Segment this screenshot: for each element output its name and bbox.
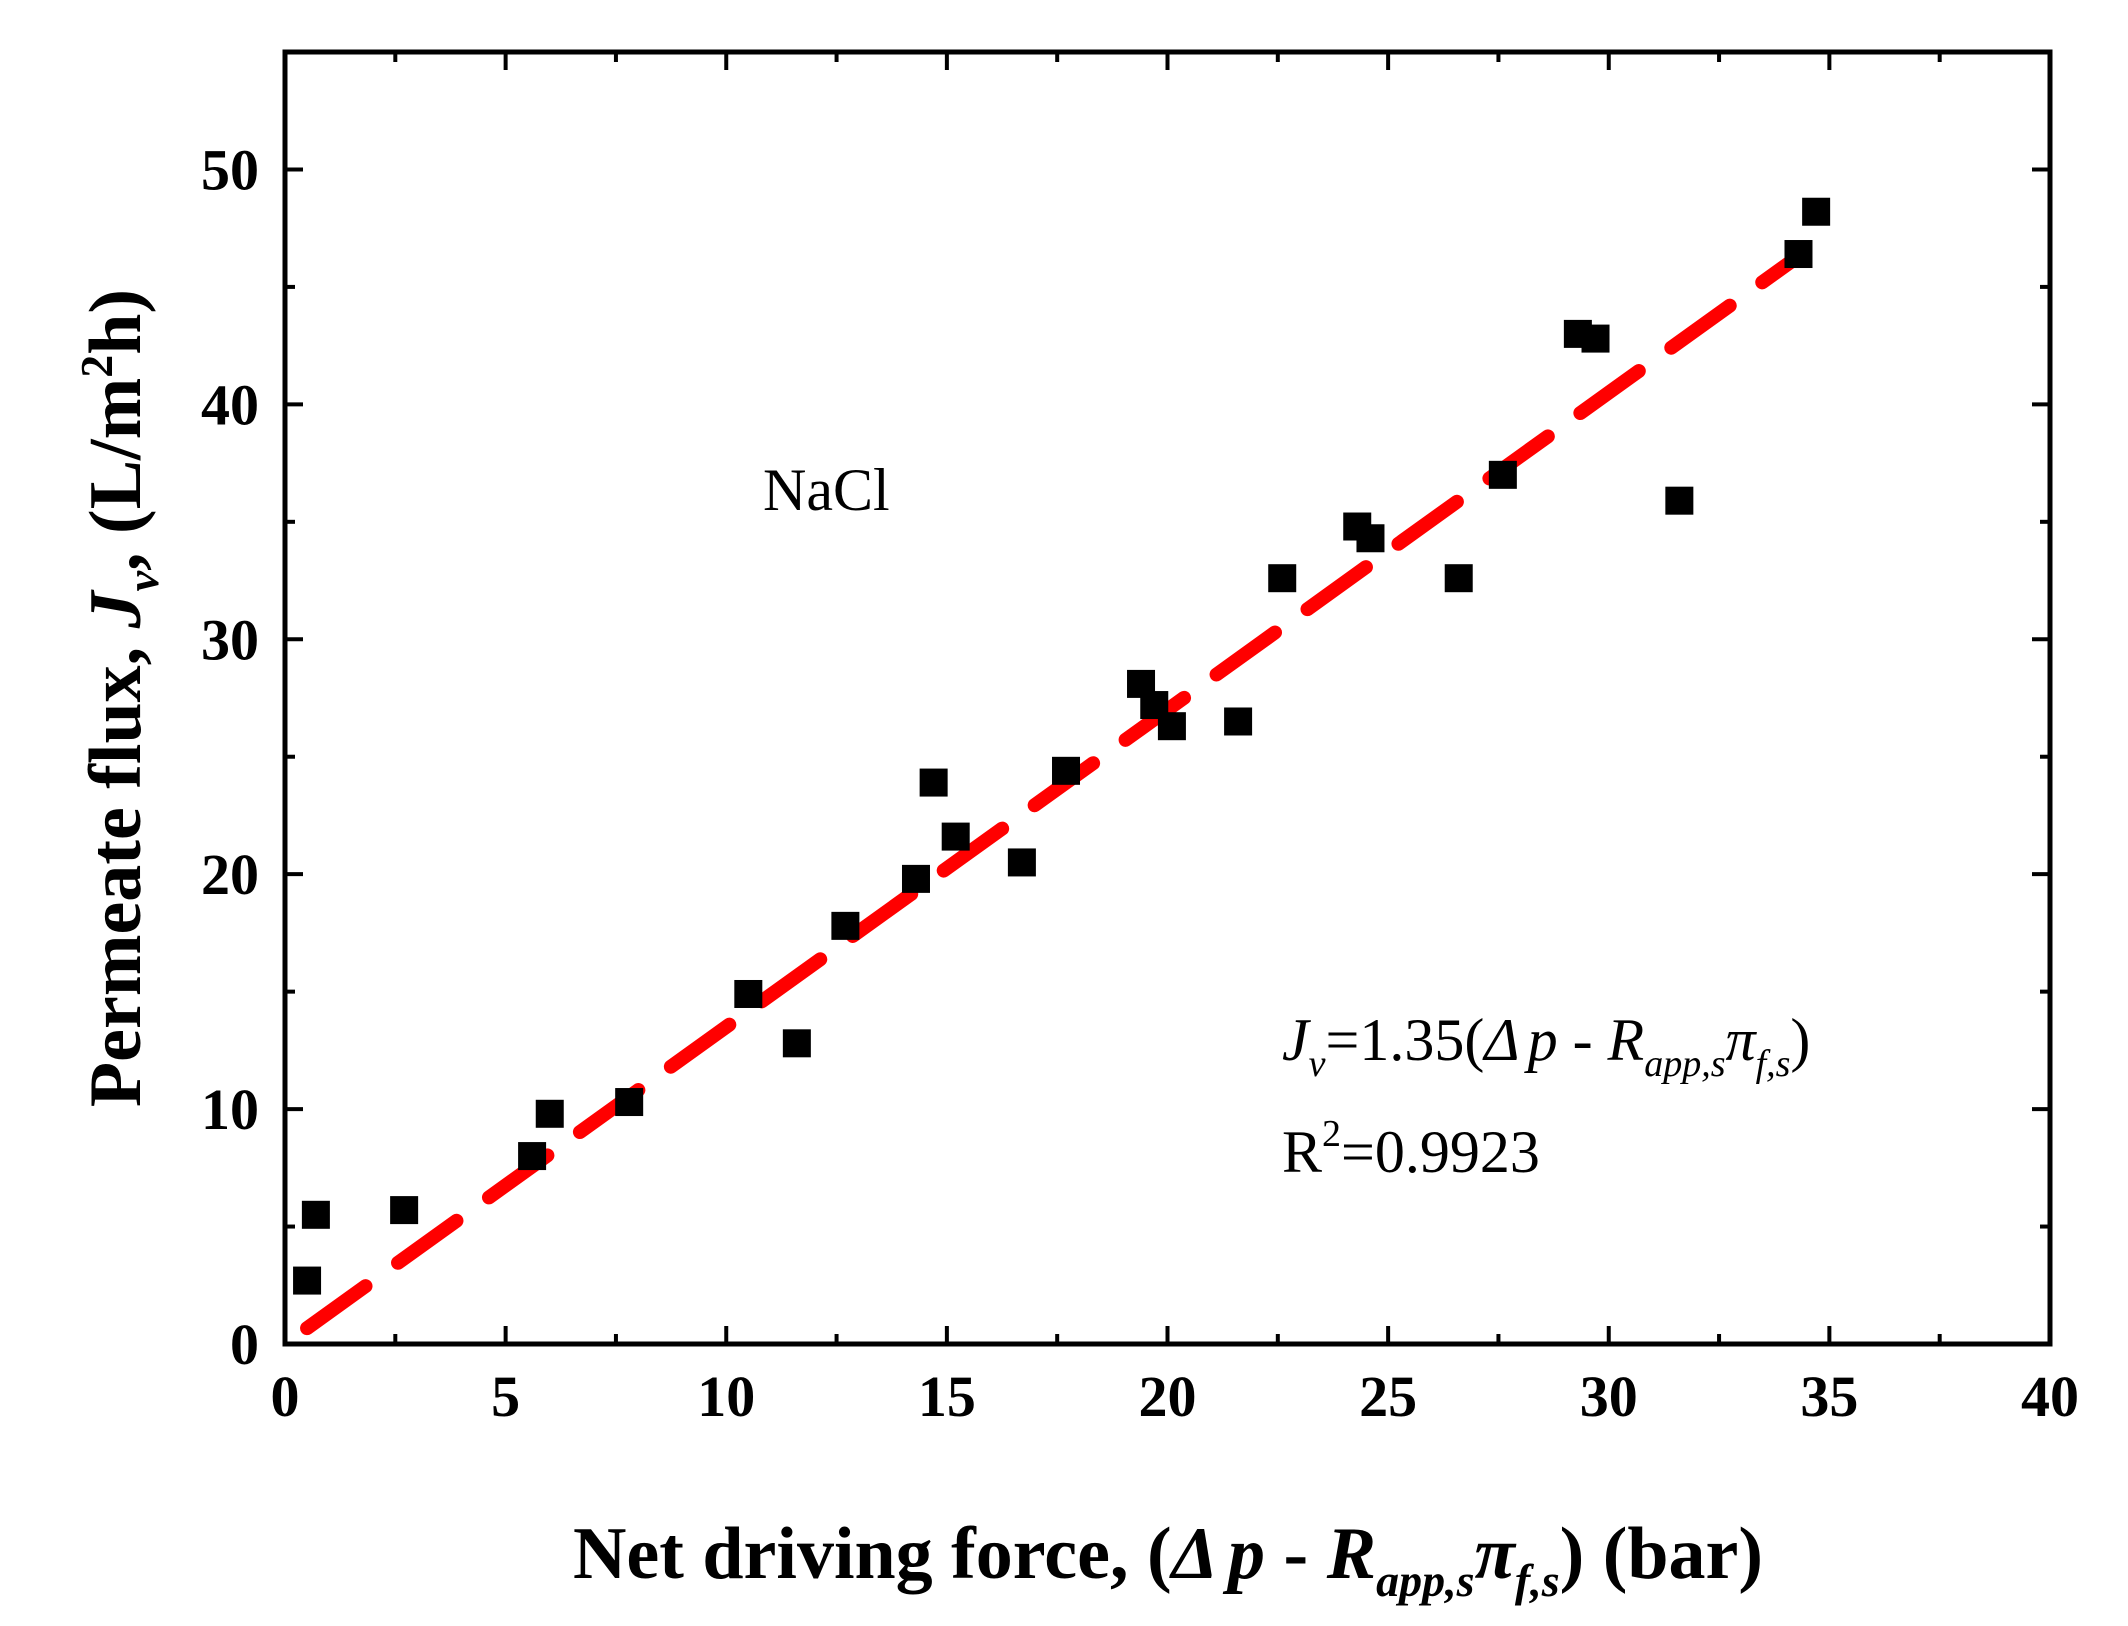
- y-tick-label: 50: [201, 137, 259, 202]
- y-tick-label: 40: [201, 372, 259, 437]
- data-point: [390, 1196, 419, 1225]
- data-point: [901, 864, 930, 893]
- data-point: [535, 1099, 564, 1128]
- data-point: [1268, 564, 1297, 593]
- fit-line: [300, 252, 1802, 1336]
- y-tick-label: 20: [201, 842, 259, 907]
- eq-pi-sub: f,s: [1756, 1043, 1791, 1085]
- data-point: [1007, 848, 1036, 877]
- data-point: [1356, 524, 1385, 553]
- fit-equation: Jv=1.35(Δ p - Rapp,sπf,s): [1282, 1007, 1810, 1085]
- x-tick-label: 35: [1800, 1364, 1858, 1429]
- r2-sup: 2: [1322, 1113, 1341, 1155]
- eq-pi: π: [1726, 1007, 1758, 1073]
- data-point: [615, 1088, 644, 1117]
- data-point: [941, 822, 970, 851]
- data-point: [293, 1266, 322, 1295]
- y-tick-label: 30: [201, 607, 259, 672]
- data-point: [1224, 707, 1253, 736]
- data-point: [301, 1200, 330, 1229]
- data-point: [1157, 712, 1186, 741]
- x-axis-title: Net driving force, (Δ p - Rapp,sπf,s) (ba…: [573, 1513, 1763, 1606]
- data-point: [1802, 197, 1831, 226]
- data-point: [1444, 564, 1473, 593]
- data-point: [1581, 324, 1610, 353]
- y-tick-label: 0: [230, 1312, 259, 1377]
- plot-frame: [282, 49, 2053, 1347]
- eq-r: R: [1607, 1007, 1645, 1073]
- axis-tick-labels: 0 5 10 15 20 25 30 35 40 0 10 20 30 40 50: [201, 137, 2079, 1429]
- eq-p: p: [1524, 1007, 1558, 1073]
- eq-body: =1.35(: [1326, 1007, 1485, 1073]
- data-point: [831, 911, 860, 940]
- data-point: [1784, 240, 1813, 269]
- eq-j: J: [1282, 1007, 1311, 1073]
- data-point: [1665, 486, 1694, 515]
- r2-r: R: [1282, 1119, 1322, 1185]
- data-point: [1488, 460, 1517, 489]
- data-points: [293, 197, 1831, 1295]
- x-tick-label: 10: [697, 1364, 755, 1429]
- eq-j-sub: v: [1309, 1043, 1326, 1085]
- data-point: [734, 979, 763, 1008]
- r-squared: R2=0.9923: [1282, 1113, 1540, 1185]
- x-tick-label: 20: [1139, 1364, 1197, 1429]
- r2-value: =0.9923: [1341, 1119, 1540, 1185]
- x-tick-label: 15: [918, 1364, 976, 1429]
- data-point: [782, 1029, 811, 1058]
- x-tick-label: 25: [1359, 1364, 1417, 1429]
- x-tick-label: 5: [491, 1364, 520, 1429]
- data-point: [518, 1142, 547, 1171]
- data-point: [1052, 756, 1081, 785]
- x-tick-label: 0: [271, 1364, 300, 1429]
- eq-close: ): [1790, 1007, 1810, 1073]
- x-tick-label: 30: [1580, 1364, 1638, 1429]
- eq-delta: Δ: [1482, 1007, 1519, 1073]
- y-tick-label: 10: [201, 1077, 259, 1142]
- series-label: NaCl: [763, 457, 890, 523]
- x-tick-label: 40: [2021, 1364, 2079, 1429]
- eq-r-sub: app,s: [1644, 1043, 1725, 1085]
- eq-minus: -: [1558, 1007, 1608, 1073]
- data-point: [919, 768, 948, 797]
- y-axis-title: Permeate flux, Jv, (L/m2h): [71, 289, 168, 1107]
